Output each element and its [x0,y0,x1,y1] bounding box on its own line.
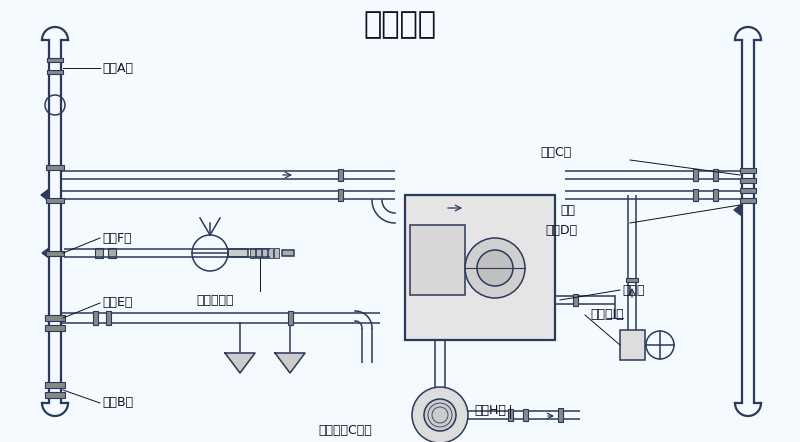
Bar [713,169,718,181]
Text: 球阀F关: 球阀F关 [102,232,132,244]
Bar [228,249,248,257]
Bar [45,325,65,331]
Text: 球阀A关: 球阀A关 [102,61,133,75]
Bar [93,311,98,325]
Circle shape [477,250,513,286]
Bar [626,278,638,282]
Bar [106,311,110,325]
Bar [338,189,342,201]
Bar [740,168,756,172]
Text: 球阀B关: 球阀B关 [102,396,133,409]
Text: 消防栓I关: 消防栓I关 [590,309,624,321]
Bar [740,178,756,183]
Text: 球阀E关: 球阀E关 [102,297,132,309]
Circle shape [412,387,468,442]
Bar [46,198,64,202]
Text: 球阀C关: 球阀C关 [540,146,571,160]
Bar [573,294,578,306]
Text: 球阀H开: 球阀H开 [474,404,506,416]
Text: 三通球阀C加水: 三通球阀C加水 [318,423,372,437]
Bar [693,189,698,201]
Bar [282,250,294,256]
Text: 球阀D关: 球阀D关 [545,224,577,236]
Circle shape [424,399,456,431]
Circle shape [465,238,525,298]
Bar [45,382,65,388]
Bar [507,409,513,421]
Bar [713,189,718,201]
Bar [522,409,527,421]
Polygon shape [225,353,255,373]
Bar [46,164,64,169]
Text: 水泵加水: 水泵加水 [363,11,437,39]
Bar [740,198,756,202]
Bar [250,248,255,258]
Bar [410,225,465,295]
Polygon shape [275,353,305,373]
Bar [256,248,261,258]
Bar [433,423,447,427]
Bar [620,330,645,360]
Bar [108,248,116,258]
Bar [693,169,698,181]
Text: 洒水炮出口: 洒水炮出口 [196,294,234,308]
Text: 水泵: 水泵 [560,203,575,217]
Bar [338,169,342,181]
Bar [45,315,65,321]
Polygon shape [734,204,742,216]
Bar [274,248,279,258]
Bar [740,187,756,193]
Bar [262,248,267,258]
Bar [287,311,293,325]
Polygon shape [42,248,49,258]
Text: 罐体口: 罐体口 [622,283,645,297]
Bar [558,408,562,422]
Bar [95,248,103,258]
Bar [268,248,273,258]
Bar [405,195,555,340]
Bar [47,58,63,62]
Bar [46,251,64,255]
Bar [45,392,65,398]
Bar [47,70,63,74]
Polygon shape [41,189,49,201]
